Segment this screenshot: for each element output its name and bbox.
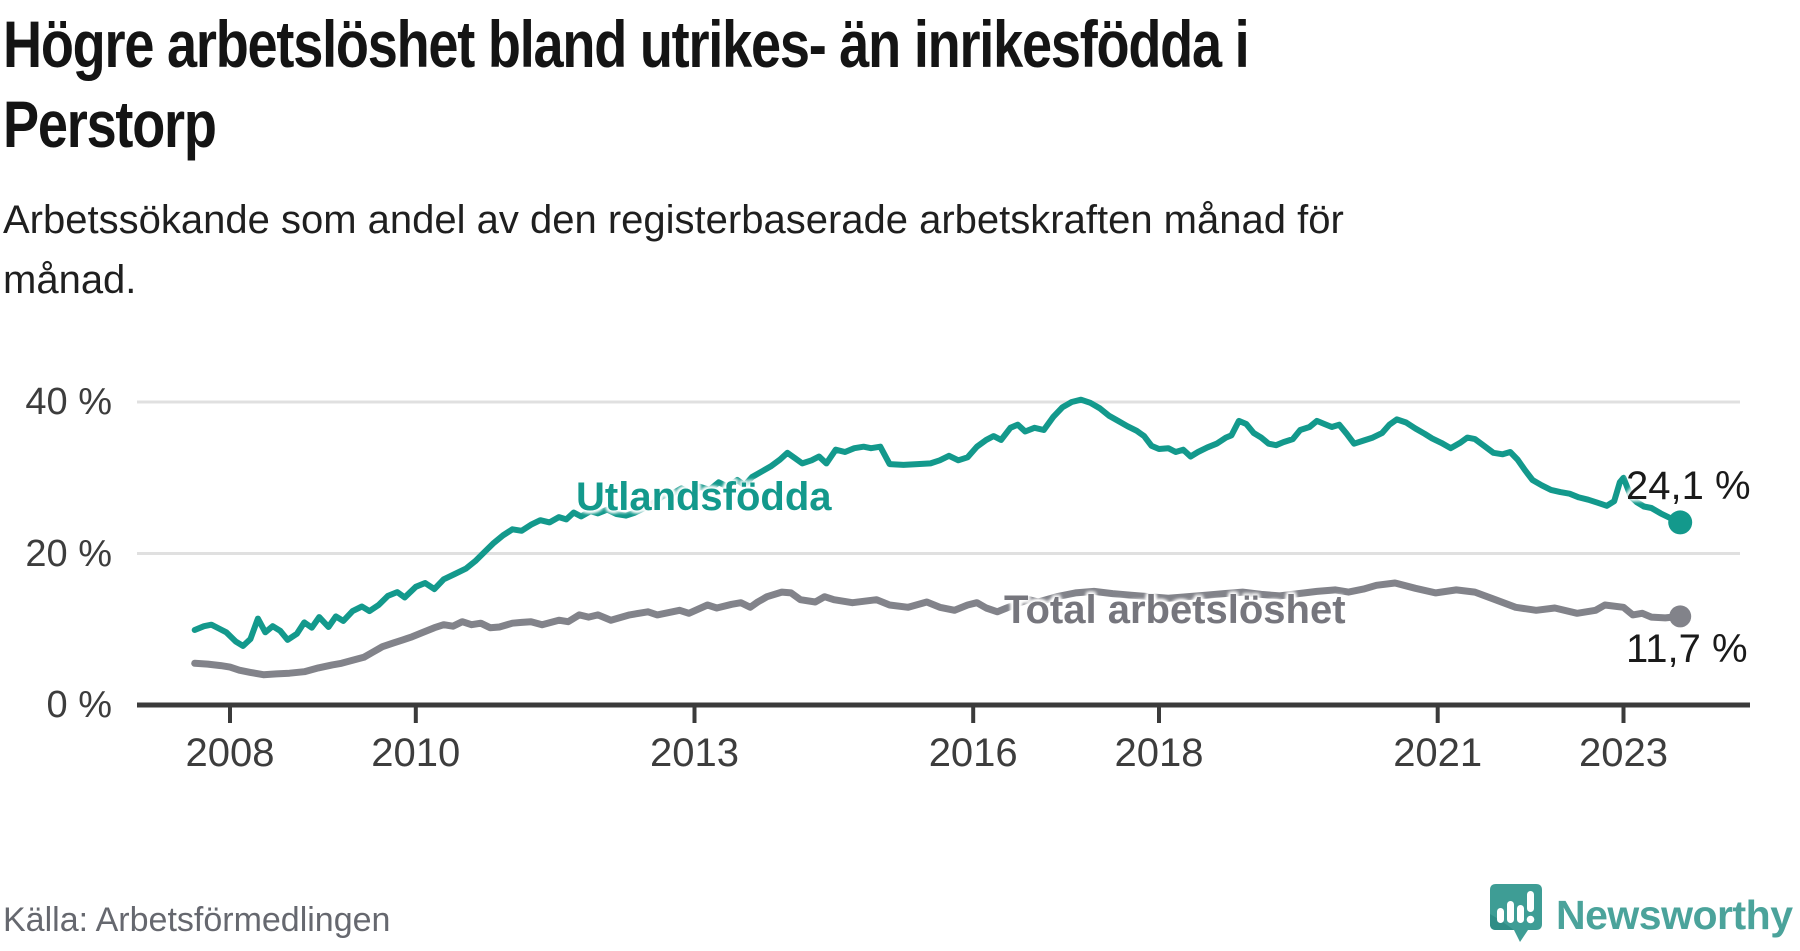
subtitle-line-2: månad. bbox=[3, 258, 137, 302]
x-axis-label-2016: 2016 bbox=[928, 731, 1018, 775]
source-note: Källa: Arbetsförmedlingen bbox=[3, 901, 391, 939]
brand-name: Newsworthy bbox=[1556, 892, 1793, 938]
x-axis-label-2023: 2023 bbox=[1579, 731, 1668, 775]
page-title: Högre arbetslöshet bland utrikes- än inr… bbox=[3, 4, 1250, 164]
newsworthy-icon bbox=[1490, 884, 1542, 942]
x-axis-label-2018: 2018 bbox=[1114, 731, 1204, 775]
end-value-label-total: 11,7 % bbox=[1626, 627, 1748, 671]
y-axis-label-20: 20 % bbox=[25, 532, 112, 575]
chart-subtitle: Arbetssökande som andel av den registerb… bbox=[3, 190, 1344, 310]
x-axis-label-2008: 2008 bbox=[185, 731, 275, 775]
series-end-dot-utlandsfodda bbox=[1668, 510, 1693, 535]
series-label-utlandsfodda: Utlandsfödda bbox=[576, 475, 832, 519]
x-axis-label-2013: 2013 bbox=[650, 731, 739, 775]
series-end-dot-total bbox=[1669, 605, 1692, 628]
series-line-utlandsfodda bbox=[191, 396, 1684, 649]
title-line-1: Högre arbetslöshet bland utrikes- än inr… bbox=[3, 7, 1250, 81]
end-value-label-utlandsfodda: 24,1 % bbox=[1626, 464, 1751, 508]
series-line-total bbox=[191, 579, 1684, 679]
x-axis-label-2010: 2010 bbox=[371, 731, 461, 775]
y-axis-label-40: 40 % bbox=[25, 381, 112, 423]
brand-logo: Newsworthy bbox=[1490, 884, 1793, 944]
y-axis-label-0: 0 % bbox=[46, 684, 112, 726]
subtitle-line-1: Arbetssökande som andel av den registerb… bbox=[3, 198, 1344, 242]
x-axis-label-2021: 2021 bbox=[1393, 731, 1483, 775]
series-label-total-arbetsloshet: Total arbetslöshet bbox=[1004, 588, 1346, 632]
title-line-2: Perstorp bbox=[3, 87, 217, 161]
